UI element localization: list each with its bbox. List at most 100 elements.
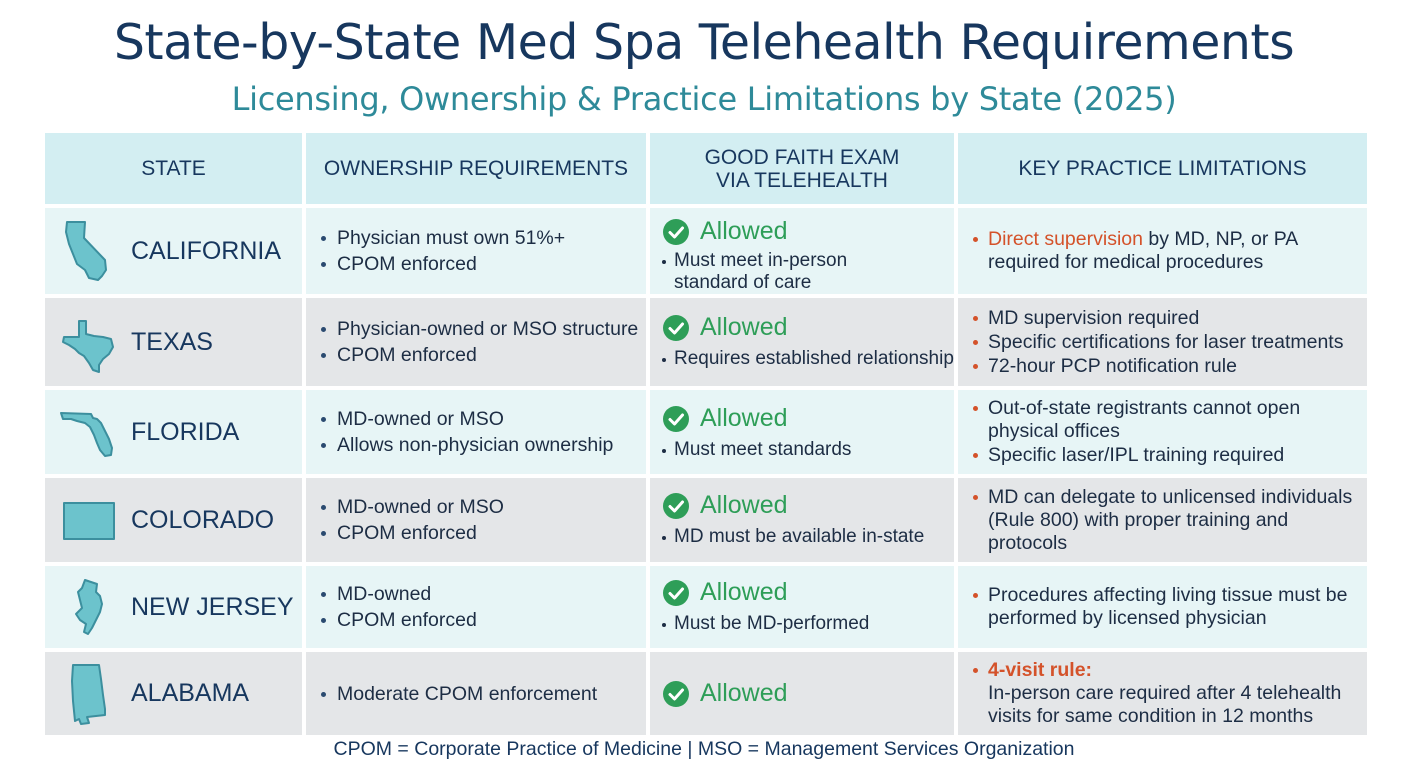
page-title: State-by-State Med Spa Telehealth Requir…	[113, 14, 1295, 71]
list-item: MD-owned	[320, 581, 477, 607]
list-item: Physician-owned or MSO structure	[320, 316, 638, 342]
list-item: Moderate CPOM enforcement	[320, 681, 597, 707]
list-item: Physician must own 51%+	[320, 225, 565, 251]
state-cell: TEXAS	[45, 298, 302, 386]
limitations-cell: MD can delegate to unlicensed individual…	[958, 478, 1367, 562]
header-limitations: KEY PRACTICE LIMITATIONS	[958, 133, 1367, 204]
check-circle-icon	[663, 579, 689, 606]
state-cell: NEW JERSEY	[45, 566, 302, 648]
check-circle-icon	[663, 314, 689, 341]
ownership-cell: MD-owned CPOM enforced	[306, 566, 646, 648]
alabama-map-icon	[71, 663, 106, 725]
list-item: Allows non-physician ownership	[320, 432, 613, 458]
state-cell: ALABAMA	[45, 652, 302, 735]
list-item: CPOM enforced	[320, 342, 638, 368]
status-badge: Allowed	[662, 491, 954, 520]
header-ownership: OWNERSHIP REQUIREMENTS	[306, 133, 646, 204]
exam-cell: Allowed	[650, 652, 954, 735]
new-jersey-map-icon	[75, 579, 103, 635]
state-cell: CALIFORNIA	[45, 208, 302, 294]
page-subtitle: Licensing, Ownership & Practice Limitati…	[231, 80, 1177, 118]
check-circle-icon	[663, 218, 689, 245]
state-name: COLORADO	[131, 505, 275, 534]
limitation-text: required for medical procedures	[988, 251, 1264, 273]
status-label: Allowed	[700, 578, 788, 606]
requirements-table: STATE OWNERSHIP REQUIREMENTS GOOD FAITH …	[45, 133, 1367, 735]
list-item: Specific certifications for laser treatm…	[972, 331, 1343, 354]
limitation-text: protocols	[988, 531, 1068, 554]
state-name: CALIFORNIA	[131, 236, 282, 265]
limitations-cell: 4-visit rule: In-person care required aft…	[958, 652, 1367, 735]
list-item: MD must be available in-state	[662, 526, 954, 548]
state-cell: FLORIDA	[45, 390, 302, 474]
list-item: CPOM enforced	[320, 251, 565, 277]
check-circle-icon	[663, 492, 689, 519]
limitation-text: by MD, NP, or PA	[1142, 228, 1299, 250]
header-exam: GOOD FAITH EXAM VIA TELEHEALTH	[650, 133, 954, 204]
exam-cell: Allowed Must meet in-person standard of c…	[650, 208, 954, 294]
status-label: Allowed	[700, 313, 788, 341]
limitation-text: Out-of-state registrants cannot open	[988, 397, 1301, 419]
exam-note-line1: Must meet in-person	[674, 250, 848, 271]
list-item: MD can delegate to unlicensed individual…	[972, 486, 1352, 555]
limitation-text: (Rule 800) with proper training and	[988, 508, 1289, 531]
exam-note-line2: standard of care	[674, 272, 812, 293]
status-badge: Allowed	[662, 404, 954, 433]
limitations-cell: Procedures affecting living tissue must …	[958, 566, 1367, 648]
limitations-cell: Out-of-state registrants cannot open phys…	[958, 390, 1367, 474]
header-state: STATE	[45, 133, 302, 204]
list-item: MD-owned or MSO	[320, 494, 504, 520]
highlight-text: 4-visit rule:	[988, 659, 1093, 681]
status-label: Allowed	[700, 679, 788, 707]
ownership-cell: Physician must own 51%+ CPOM enforced	[306, 208, 646, 294]
list-item: Must meet in-person standard of care	[662, 250, 954, 294]
list-item: MD-owned or MSO	[320, 406, 613, 432]
limitation-text: visits for same condition in 12 months	[988, 705, 1314, 727]
list-item: Specific laser/IPL training required	[972, 444, 1300, 467]
status-badge: Allowed	[662, 313, 954, 342]
list-item: Requires established relationship	[662, 348, 954, 370]
header-exam-line2: VIA TELEHEALTH	[716, 168, 888, 192]
state-name: ALABAMA	[131, 679, 250, 707]
check-circle-icon	[663, 680, 689, 707]
header-exam-line1: GOOD FAITH EXAM	[704, 145, 900, 169]
limitations-cell: MD supervision required Specific certifi…	[958, 298, 1367, 386]
highlight-text: Direct supervision	[988, 228, 1143, 250]
exam-cell: Allowed Requires established relationshi…	[650, 298, 954, 386]
status-label: Allowed	[700, 491, 788, 519]
limitation-text: physical offices	[988, 420, 1120, 442]
limitation-text: In-person care required after 4 teleheal…	[988, 682, 1342, 704]
exam-cell: Allowed Must be MD-performed	[650, 566, 954, 648]
limitation-text: performed by licensed physician	[988, 607, 1267, 629]
list-item: MD supervision required	[972, 307, 1343, 330]
limitation-text: Procedures affecting living tissue must …	[988, 584, 1348, 606]
exam-cell: Allowed MD must be available in-state	[650, 478, 954, 562]
colorado-map-icon	[63, 502, 115, 540]
list-item: CPOM enforced	[320, 520, 504, 546]
list-item: 4-visit rule: In-person care required aft…	[972, 659, 1341, 728]
state-cell: COLORADO	[45, 478, 302, 562]
state-name: FLORIDA	[131, 417, 240, 446]
status-label: Allowed	[700, 404, 788, 432]
list-item: Direct supervision by MD, NP, or PA requi…	[972, 228, 1298, 274]
texas-map-icon	[62, 320, 114, 373]
florida-map-icon	[60, 412, 113, 457]
list-item: 72-hour PCP notification rule	[972, 355, 1343, 378]
state-name: NEW JERSEY	[131, 592, 294, 621]
ownership-cell: Moderate CPOM enforcement	[306, 652, 646, 735]
ownership-cell: Physician-owned or MSO structure CPOM en…	[306, 298, 646, 386]
exam-cell: Allowed Must meet standards	[650, 390, 954, 474]
status-badge: Allowed	[662, 679, 788, 708]
status-badge: Allowed	[662, 578, 954, 607]
list-item: Must meet standards	[662, 439, 954, 461]
status-badge: Allowed	[662, 217, 954, 246]
limitation-text: MD can delegate to unlicensed individual…	[988, 485, 1353, 508]
status-label: Allowed	[700, 217, 788, 245]
ownership-cell: MD-owned or MSO Allows non-physician own…	[306, 390, 646, 474]
limitations-cell: Direct supervision by MD, NP, or PA requi…	[958, 208, 1367, 294]
list-item: Procedures affecting living tissue must …	[972, 584, 1348, 630]
ownership-cell: MD-owned or MSO CPOM enforced	[306, 478, 646, 562]
list-item: Must be MD-performed	[662, 613, 954, 635]
california-map-icon	[65, 221, 107, 281]
check-circle-icon	[663, 405, 689, 432]
